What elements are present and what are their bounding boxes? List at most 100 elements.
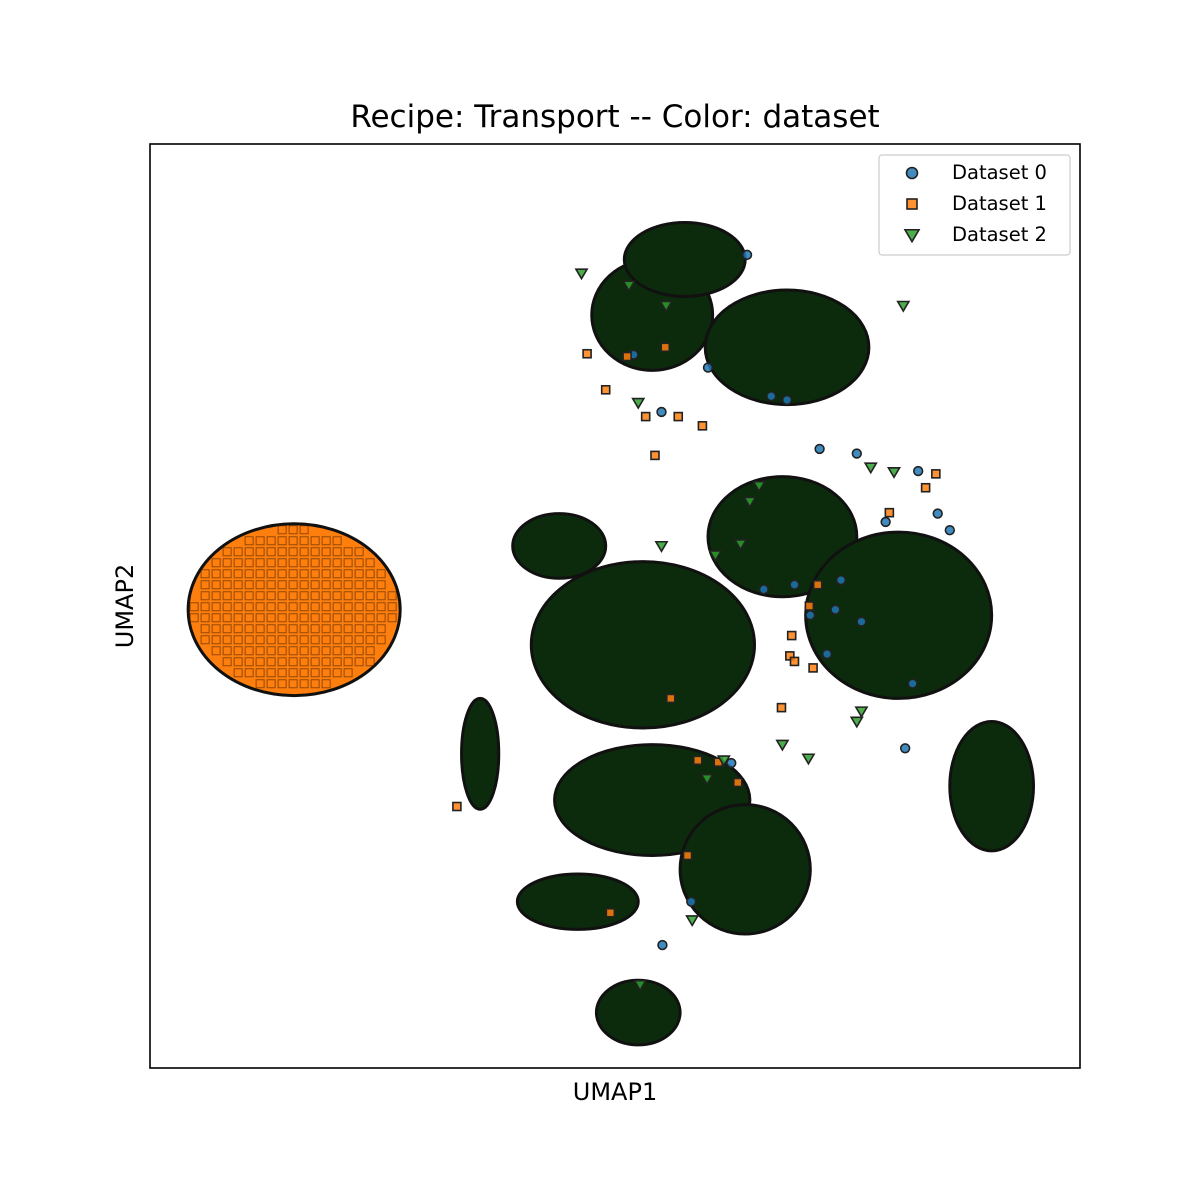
point-dataset-2 (685, 915, 700, 928)
cluster-texture-square (288, 602, 298, 612)
cluster-texture-square (310, 536, 320, 546)
cluster-texture-square (244, 624, 254, 634)
cluster-texture-square (222, 613, 232, 623)
plot-frame (149, 143, 1081, 1069)
cluster-texture-square (288, 679, 298, 689)
cluster-texture-square (233, 624, 243, 634)
legend-label-dataset-2: Dataset 2 (952, 223, 1047, 246)
cluster-texture-square (277, 657, 287, 667)
cluster-texture-square (387, 602, 397, 612)
cluster-texture-square (211, 580, 221, 590)
cluster-texture-square (376, 569, 386, 579)
cluster-texture-square (299, 580, 309, 590)
y-axis-label: UMAP2 (111, 564, 139, 648)
cluster-texture-square (299, 558, 309, 568)
point-dataset-2 (752, 480, 767, 493)
cluster-texture-square (343, 580, 353, 590)
cluster-texture-square (255, 657, 265, 667)
point-dataset-1 (804, 601, 815, 611)
cluster-texture-square (266, 569, 276, 579)
cluster-texture-square (354, 602, 364, 612)
point-dataset-1 (697, 421, 708, 431)
legend-marker-dataset-2 (903, 228, 921, 244)
cluster-texture-square (321, 569, 331, 579)
point-dataset-2 (631, 397, 646, 410)
point-dataset-1 (776, 702, 787, 713)
cluster-texture-square (332, 668, 342, 678)
cluster-dataset-2-right (804, 530, 994, 700)
point-dataset-0 (656, 406, 667, 418)
cluster-texture-square (310, 657, 320, 667)
cluster-texture-square (222, 558, 232, 568)
point-dataset-1 (673, 411, 684, 422)
point-dataset-0 (657, 939, 668, 951)
cluster-dataset-2-left-arm (511, 512, 608, 580)
cluster-texture-square (299, 624, 309, 634)
cluster-texture-square (387, 613, 397, 623)
cluster-texture-square (255, 635, 265, 645)
point-dataset-1 (808, 663, 818, 673)
cluster-texture-square (343, 569, 353, 579)
cluster-texture-square (244, 536, 254, 546)
cluster-texture-square (288, 668, 298, 678)
point-dataset-2 (633, 979, 648, 992)
cluster-texture-square (255, 558, 265, 568)
cluster-texture-square (200, 613, 210, 623)
cluster-texture-square (310, 635, 320, 645)
point-dataset-0 (789, 579, 800, 590)
cluster-texture-square (255, 624, 265, 634)
point-dataset-1 (582, 348, 592, 359)
point-dataset-0 (830, 604, 841, 615)
cluster-texture-square (321, 613, 331, 623)
point-dataset-2 (896, 300, 911, 313)
cluster-texture-square (365, 580, 375, 590)
cluster-texture-square (321, 668, 331, 678)
cluster-texture-square (332, 547, 342, 557)
cluster-texture-square (266, 591, 276, 601)
cluster-texture-square (266, 635, 276, 645)
cluster-texture-square (288, 613, 298, 623)
point-dataset-0 (726, 757, 737, 769)
cluster-texture-square (354, 569, 364, 579)
point-dataset-0 (944, 525, 955, 536)
cluster-texture-square (321, 580, 331, 590)
cluster-texture-square (277, 569, 287, 579)
cluster-texture-square (266, 657, 276, 667)
cluster-dataset-2-centre (529, 560, 757, 730)
point-dataset-0 (805, 610, 816, 621)
cluster-dataset-2-centre-right (706, 475, 859, 599)
cluster-texture-square (332, 602, 342, 612)
cluster-texture-square (244, 547, 254, 557)
cluster-texture-square (343, 613, 353, 623)
cluster-texture-square (387, 591, 397, 601)
point-dataset-1 (650, 450, 660, 461)
cluster-texture-square (288, 580, 298, 590)
cluster-texture-square (332, 624, 342, 634)
cluster-texture-square (332, 646, 342, 656)
point-dataset-1 (931, 469, 941, 479)
cluster-texture-square (299, 569, 309, 579)
cluster-texture-square (321, 624, 331, 634)
cluster-texture-square (233, 547, 243, 557)
cluster-texture-square (244, 668, 254, 678)
point-dataset-1 (789, 656, 800, 667)
cluster-texture-square (277, 602, 287, 612)
cluster-texture-square (211, 558, 221, 568)
cluster-texture-square (277, 646, 287, 656)
point-dataset-1 (600, 384, 611, 395)
cluster-texture-square (354, 613, 364, 623)
point-dataset-2 (854, 706, 869, 719)
cluster-texture-square (299, 613, 309, 623)
cluster-texture-square (255, 536, 265, 546)
cluster-texture-square (233, 635, 243, 645)
cluster-texture-square (255, 580, 265, 590)
cluster-texture-square (200, 569, 210, 579)
cluster-texture-square (365, 657, 375, 667)
cluster-texture-square (233, 558, 243, 568)
legend-label-dataset-1: Dataset 1 (952, 192, 1047, 215)
cluster-texture-square (233, 657, 243, 667)
point-dataset-0 (766, 391, 777, 402)
point-dataset-2 (574, 268, 589, 281)
cluster-texture-square (266, 679, 276, 689)
point-dataset-1 (682, 850, 693, 861)
